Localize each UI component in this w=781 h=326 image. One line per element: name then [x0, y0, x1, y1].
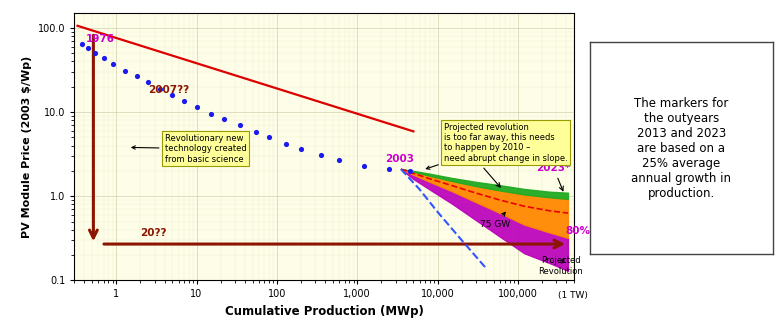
Text: 2013*: 2013*	[458, 153, 500, 187]
Point	[98, 55, 110, 61]
Point	[178, 98, 191, 104]
Point	[333, 157, 346, 162]
Point	[250, 129, 262, 135]
Point	[218, 117, 230, 122]
X-axis label: Cumulative Production (MWp): Cumulative Production (MWp)	[225, 305, 423, 318]
Point	[106, 62, 119, 67]
Point	[119, 68, 132, 73]
Point	[404, 168, 416, 173]
Text: Projected
Revolution: Projected Revolution	[538, 256, 583, 276]
Point	[314, 152, 326, 157]
Point	[89, 51, 102, 56]
Text: The markers for
the outyears
2013 and 2023
are based on a
25% average
annual gro: The markers for the outyears 2013 and 20…	[631, 97, 732, 200]
Text: 2023*: 2023*	[537, 163, 571, 191]
Y-axis label: PV Module Price (2003 $/Wp): PV Module Price (2003 $/Wp)	[22, 55, 32, 238]
Point	[82, 45, 95, 51]
Point	[234, 123, 247, 128]
Text: Revolutionary new
technology created
from basic science: Revolutionary new technology created fro…	[132, 134, 246, 164]
Point	[280, 141, 292, 146]
Text: Projected revolution
is too far away, this needs
to happen by 2010 –
need abrupt: Projected revolution is too far away, th…	[426, 123, 568, 169]
Point	[294, 147, 307, 152]
Point	[130, 73, 143, 78]
Text: (1 TW): (1 TW)	[558, 291, 587, 300]
Point	[205, 111, 217, 116]
Point	[77, 41, 89, 46]
Point	[154, 86, 166, 91]
Text: 20??: 20??	[141, 228, 167, 238]
Point	[263, 135, 276, 140]
Point	[191, 104, 203, 110]
Text: 75 GW: 75 GW	[480, 212, 510, 229]
Point	[142, 79, 155, 84]
Text: 2003: 2003	[385, 154, 414, 164]
Text: 80%: 80%	[565, 226, 590, 236]
Point	[358, 163, 370, 168]
Point	[166, 92, 179, 97]
Text: 1976: 1976	[86, 34, 115, 44]
Text: 2007??: 2007??	[148, 85, 189, 95]
Point	[383, 167, 395, 172]
